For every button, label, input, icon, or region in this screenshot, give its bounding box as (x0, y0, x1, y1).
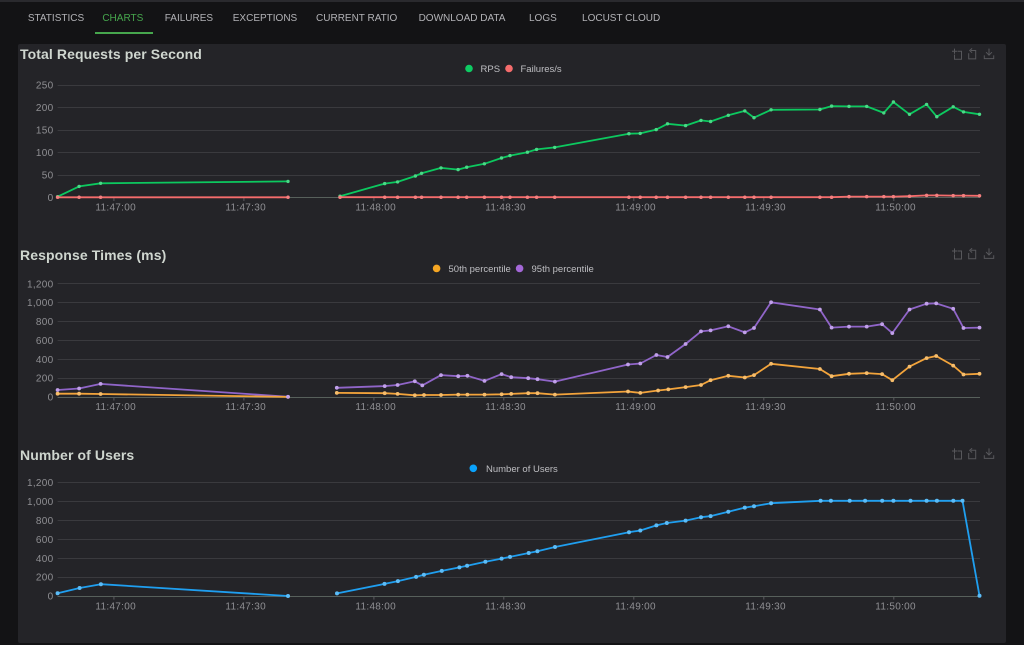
svg-text:200: 200 (36, 374, 54, 385)
svg-text:11:48:00: 11:48:00 (355, 203, 396, 214)
svg-text:600: 600 (36, 336, 54, 347)
svg-text:50: 50 (42, 171, 54, 182)
svg-text:1,000: 1,000 (27, 298, 54, 309)
svg-text:11:48:30: 11:48:30 (485, 402, 526, 413)
svg-text:1,200: 1,200 (27, 279, 54, 290)
svg-text:11:47:30: 11:47:30 (225, 601, 266, 612)
svg-text:0: 0 (48, 592, 54, 603)
svg-text:11:49:30: 11:49:30 (745, 203, 786, 214)
svg-text:100: 100 (36, 148, 54, 159)
svg-text:11:49:00: 11:49:00 (615, 203, 656, 214)
svg-text:150: 150 (36, 126, 54, 137)
svg-text:RPS: RPS (481, 64, 501, 75)
svg-text:11:47:00: 11:47:00 (95, 601, 136, 612)
svg-text:800: 800 (36, 317, 54, 328)
svg-text:11:48:00: 11:48:00 (355, 601, 396, 612)
svg-text:0: 0 (48, 193, 54, 204)
svg-text:95th percentile: 95th percentile (532, 264, 594, 275)
svg-text:400: 400 (36, 554, 54, 565)
svg-text:11:49:30: 11:49:30 (745, 402, 786, 413)
svg-text:400: 400 (36, 355, 54, 366)
svg-text:Number of Users: Number of Users (486, 464, 558, 475)
svg-text:0: 0 (48, 393, 54, 404)
svg-text:11:48:30: 11:48:30 (485, 601, 526, 612)
svg-text:11:47:30: 11:47:30 (225, 402, 266, 413)
svg-text:200: 200 (36, 573, 54, 584)
svg-text:11:49:30: 11:49:30 (745, 601, 786, 612)
svg-text:800: 800 (36, 516, 54, 527)
svg-text:1,200: 1,200 (27, 478, 54, 489)
svg-text:11:49:00: 11:49:00 (615, 402, 656, 413)
svg-text:11:49:00: 11:49:00 (615, 601, 656, 612)
svg-text:11:50:00: 11:50:00 (875, 601, 916, 612)
svg-text:11:48:00: 11:48:00 (355, 402, 396, 413)
svg-text:1,000: 1,000 (27, 497, 54, 508)
svg-text:11:48:30: 11:48:30 (485, 203, 526, 214)
svg-text:11:47:00: 11:47:00 (95, 402, 136, 413)
svg-text:11:47:00: 11:47:00 (95, 203, 136, 214)
svg-text:11:50:00: 11:50:00 (875, 203, 916, 214)
svg-text:11:50:00: 11:50:00 (875, 402, 916, 413)
svg-text:50th percentile: 50th percentile (449, 264, 511, 275)
svg-text:250: 250 (36, 81, 54, 92)
svg-text:Failures/s: Failures/s (521, 64, 562, 75)
svg-text:11:47:30: 11:47:30 (225, 203, 266, 214)
svg-text:200: 200 (36, 103, 54, 114)
svg-text:600: 600 (36, 535, 54, 546)
